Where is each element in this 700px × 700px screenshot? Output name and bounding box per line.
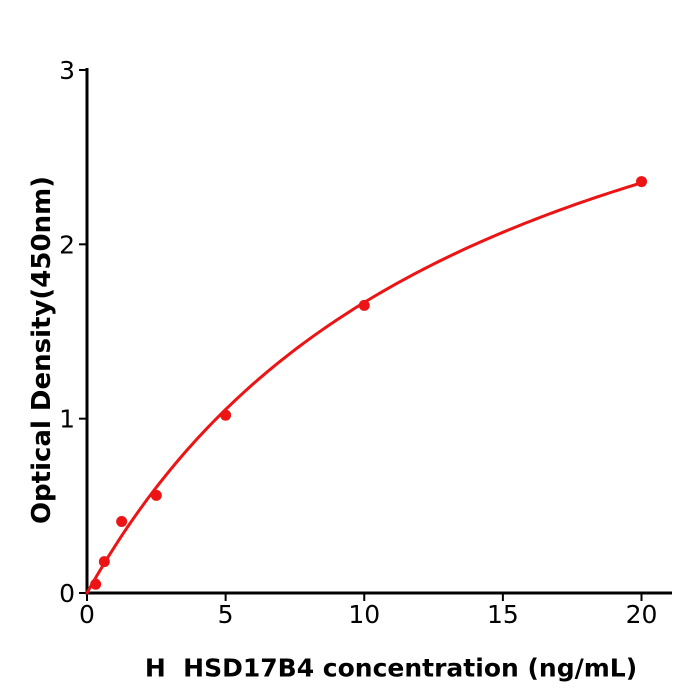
fit-curve-line <box>85 181 643 595</box>
y-tick-label: 0 <box>59 579 75 608</box>
x-tick-label: 5 <box>218 600 234 629</box>
x-axis-title: H HSD17B4 concentration (ng/mL) <box>144 653 638 683</box>
x-tick-label: 10 <box>348 600 380 629</box>
data-point <box>98 556 110 568</box>
data-point <box>358 299 370 311</box>
y-tick-label: 1 <box>59 405 75 434</box>
data-point <box>116 516 128 528</box>
data-point <box>220 409 232 421</box>
y-tick-label: 2 <box>59 230 75 259</box>
x-tick-label: 20 <box>626 600 658 629</box>
x-tick-label: 15 <box>487 600 519 629</box>
y-tick-label: 3 <box>59 56 75 85</box>
data-point <box>90 578 102 590</box>
y-axis-title: Optical Density(450nm) <box>27 175 57 525</box>
x-tick-label: 0 <box>79 600 95 629</box>
data-point <box>150 489 162 501</box>
data-point <box>636 176 648 188</box>
